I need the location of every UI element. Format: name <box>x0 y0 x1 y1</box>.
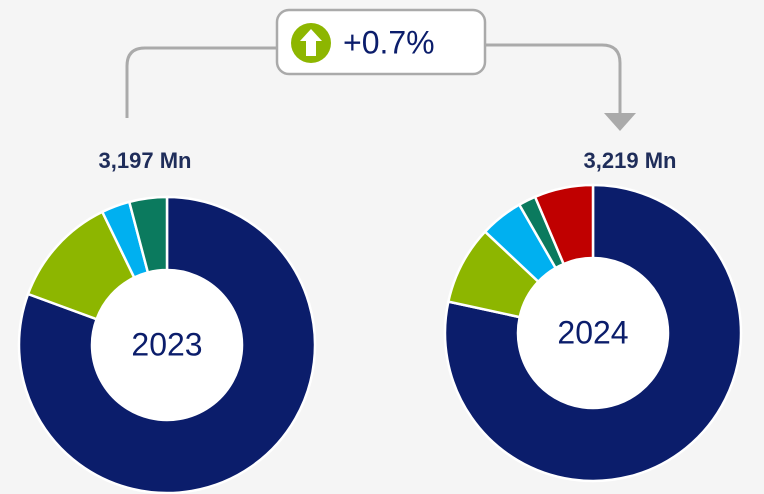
connector-left <box>125 46 277 118</box>
donut-hole <box>92 270 242 420</box>
change-label: +0.7% <box>343 24 435 60</box>
chart-title: 3,197 Mn <box>99 148 192 173</box>
donut-hole <box>518 258 668 408</box>
up-arrow <box>300 29 322 56</box>
change-badge <box>275 8 487 76</box>
connector-right <box>486 43 622 113</box>
arrow-head <box>604 113 636 131</box>
center-label: 2024 <box>557 314 628 350</box>
chart-title: 3,219 Mn <box>584 148 677 173</box>
center-label: 2023 <box>131 326 202 362</box>
